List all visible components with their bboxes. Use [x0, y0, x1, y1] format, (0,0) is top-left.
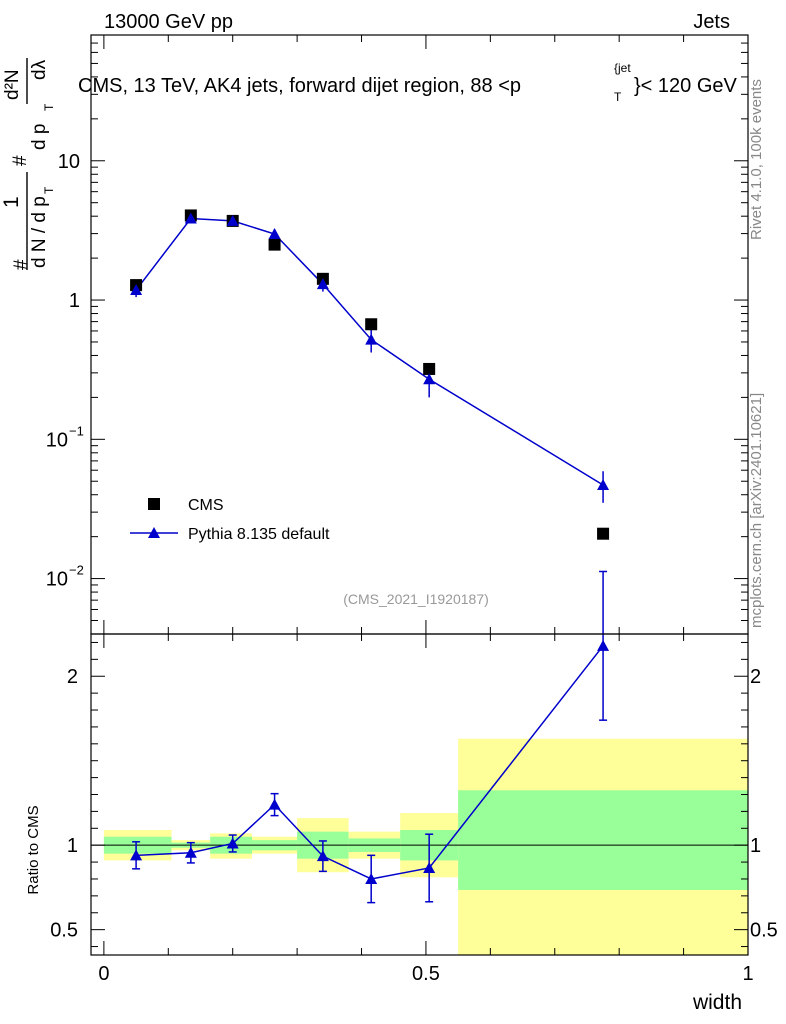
ratio-data-point	[365, 872, 378, 884]
mc-data-point	[316, 278, 329, 290]
ratio-y-tick-label-left: 1	[67, 835, 78, 857]
main-frame	[90, 34, 749, 635]
mc-data-point	[268, 227, 281, 239]
cms-data-point	[365, 318, 378, 331]
rivet-label: Rivet 4.1.0, 100k events	[748, 79, 765, 240]
y-tick-label: 10	[58, 151, 80, 173]
plot-title: CMS, 13 TeV, AK4 jets, forward dijet reg…	[78, 61, 738, 104]
ratio-data-point	[423, 861, 436, 873]
ratio-data-point	[316, 850, 329, 862]
ratio-axis-label: Ratio to CMS	[25, 805, 42, 894]
y-label-sub-t-2: T	[42, 103, 56, 111]
ratio-data-point	[184, 846, 197, 858]
x-tick-label: 0	[98, 963, 109, 985]
legend-cms-marker	[148, 498, 160, 510]
energy-label: 13000 GeV pp	[104, 11, 233, 33]
title-lead: CMS, 13 TeV, AK4 jets, forward dijet reg…	[78, 75, 521, 97]
analysis-watermark: (CMS_2021_I1920187)	[343, 591, 489, 607]
y-label-sub-t: T	[42, 186, 56, 194]
y-tick-label: 10	[46, 429, 68, 451]
ratio-data-point	[226, 837, 239, 849]
legend: CMS Pythia 8.135 default	[130, 497, 330, 543]
ratio-data-point	[130, 849, 143, 861]
process-label: Jets	[693, 11, 730, 33]
cms-data-point	[597, 527, 610, 540]
y-label-d2n: d²N	[2, 69, 23, 100]
uncertainty-band-inner	[458, 790, 748, 890]
mcplots-label: mcplots.cern.ch [arXiv:2401.10621]	[748, 393, 765, 628]
mc-data-point	[184, 212, 197, 224]
mc-series-line	[135, 217, 604, 486]
ratio-y-tick-label-left: 0.5	[50, 920, 78, 942]
y-label-one: 1	[0, 196, 23, 208]
legend-cms-label: CMS	[188, 497, 224, 514]
ratio-y-tick-label-left: 2	[67, 666, 78, 688]
cms-data-point	[268, 238, 281, 251]
mc-data-point	[130, 284, 143, 296]
ratio-panel: 0.5 0.5 1 1 2 2 0 0.5 1	[50, 570, 778, 985]
ratio-y-tick-label-right: 0.5	[750, 920, 778, 942]
ratio-data-point	[597, 639, 610, 651]
y-tick-label-exponent: −1	[69, 423, 84, 438]
ratio-series-line	[136, 645, 604, 880]
legend-mc-marker	[148, 527, 160, 538]
x-axis-label: width	[692, 991, 742, 1014]
y-label-hash-left: #	[11, 259, 32, 270]
ratio-y-tick-label-right: 1	[750, 835, 761, 857]
y-label-dlambda: dλ	[29, 59, 50, 80]
ratio-y-tick-label-right: 2	[750, 666, 761, 688]
title-sup: {jet	[614, 61, 631, 75]
y-label-dn-dpt: d N / d p	[29, 196, 50, 268]
y-tick-label-exponent: −2	[69, 563, 84, 578]
title-tail: }< 120 GeV	[634, 75, 738, 97]
x-tick-label: 1	[742, 963, 753, 985]
y-tick-label: 1	[69, 290, 80, 312]
cms-data-point	[423, 362, 436, 375]
mc-data-point	[226, 214, 239, 226]
title-sub: T	[614, 90, 622, 104]
ratio-data-point	[268, 798, 281, 810]
y-axis-label: # 1 d N / d p T # d²N d p T dλ	[0, 58, 56, 270]
y-label-hash-mid: #	[10, 155, 31, 166]
mc-data-point	[423, 373, 436, 385]
mc-data-point	[597, 478, 610, 490]
legend-mc-label: Pythia 8.135 default	[188, 526, 330, 543]
y-label-dpt: d p	[29, 124, 50, 150]
x-tick-label: 0.5	[412, 963, 440, 985]
mc-data-point	[365, 333, 378, 345]
ratio-frame	[90, 633, 749, 956]
y-tick-label: 10	[46, 569, 68, 591]
